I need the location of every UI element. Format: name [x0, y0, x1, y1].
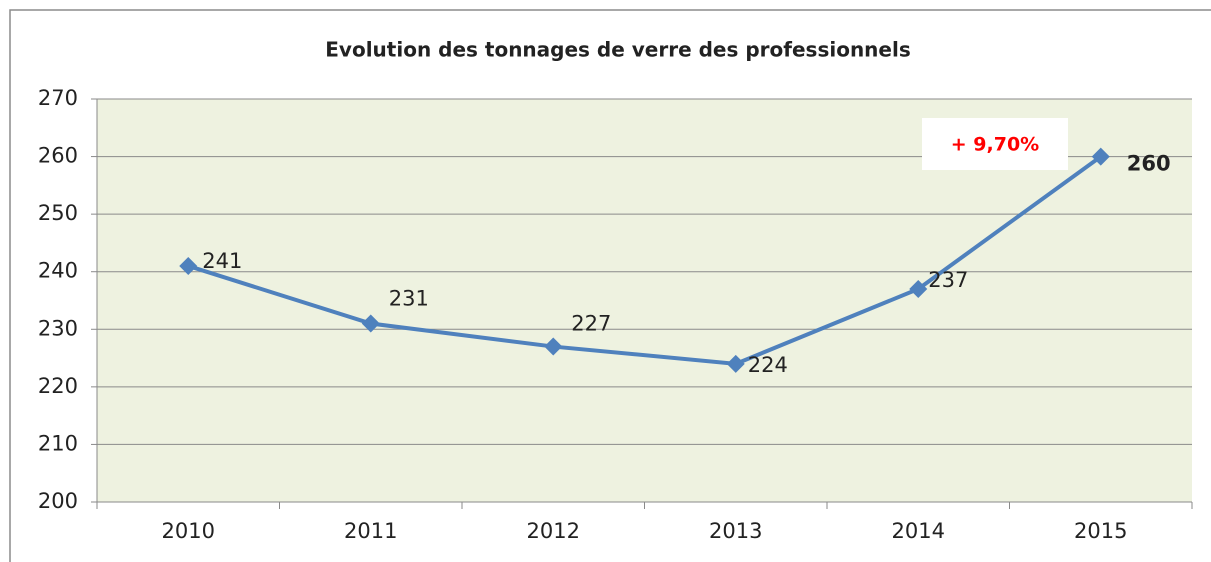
data-label: 227 [571, 312, 611, 336]
marker [544, 337, 563, 356]
data-label: 260 [1127, 152, 1171, 176]
annotation-box [922, 118, 1068, 170]
x-tick-label: 2011 [344, 519, 397, 543]
marker [361, 314, 380, 333]
x-tick-label: 2013 [709, 519, 762, 543]
marker [909, 279, 928, 298]
y-tick-label: 210 [38, 431, 78, 455]
data-label: 237 [928, 268, 968, 292]
y-tick-label: 250 [38, 201, 78, 225]
marker [179, 256, 198, 275]
x-tick-label: 2010 [162, 519, 215, 543]
y-tick-label: 240 [38, 259, 78, 283]
x-tick-label: 2014 [892, 519, 945, 543]
line [187, 154, 1102, 366]
data-label: 224 [748, 353, 788, 377]
annotation: + 9,70% [951, 134, 1039, 156]
x-tick-label: 2015 [1074, 519, 1127, 543]
data-label: 241 [202, 249, 242, 273]
data-label: 231 [389, 287, 429, 311]
chart-title: Evolution des tonnages de verre des prof… [325, 38, 911, 62]
y-tick-label: 220 [38, 374, 78, 398]
marker [726, 354, 745, 373]
y-tick-label: 200 [38, 489, 78, 513]
y-tick-label: 260 [38, 144, 78, 168]
y-tick-label: 230 [38, 316, 78, 340]
marker [1091, 147, 1110, 166]
y-tick-label: 270 [38, 86, 78, 110]
x-tick-label: 2012 [527, 519, 580, 543]
